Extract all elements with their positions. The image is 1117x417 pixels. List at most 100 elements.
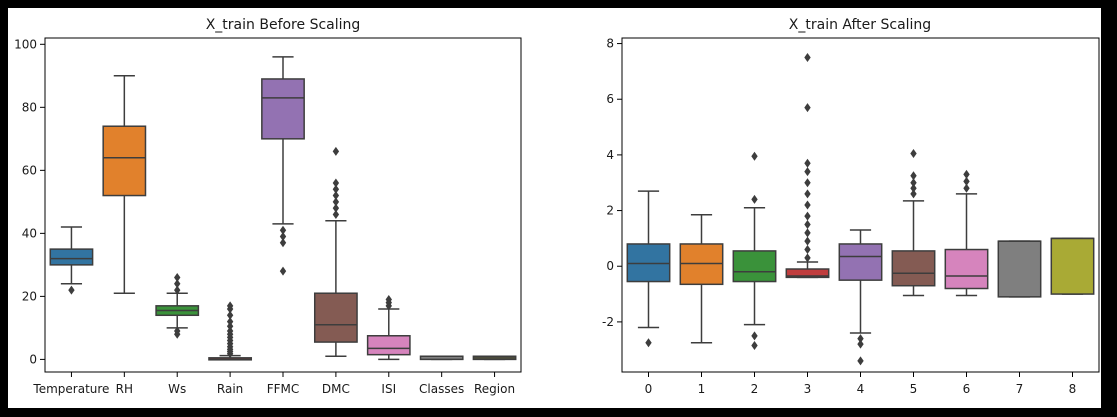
outlier-point (332, 146, 340, 156)
outlier-point (68, 285, 75, 295)
y-tick-label: 0 (606, 259, 614, 273)
outlier-point (332, 191, 340, 201)
outlier-point (804, 178, 811, 188)
box-2 (732, 151, 777, 351)
outlier-point (804, 200, 811, 210)
box-ISI (366, 295, 411, 361)
box-body (49, 248, 94, 266)
chart-before-scaling: X_train Before Scaling 0 20 40 60 80 100 Tempe… (14, 17, 522, 396)
box-8 (1050, 237, 1095, 295)
box-Classes (419, 355, 464, 361)
outlier-point (332, 184, 340, 194)
outlier-point (963, 176, 970, 186)
outlier-point (332, 203, 340, 213)
outlier-point (226, 301, 234, 311)
outlier-point (751, 194, 758, 204)
outlier-point (804, 253, 811, 263)
outlier-point (226, 310, 234, 320)
y-tick-label: 4 (606, 148, 614, 162)
outlier-point (332, 178, 340, 188)
box-FFMC (261, 56, 305, 276)
y-tick-label: 8 (606, 37, 614, 51)
y-tick-label: 2 (606, 204, 614, 218)
box-body (732, 250, 777, 283)
y-tick-label: 100 (14, 37, 37, 51)
outlier-point (279, 232, 287, 242)
outlier-point (857, 356, 864, 366)
outlier-point (279, 238, 287, 248)
x-tick-label: DMC (322, 382, 350, 396)
x-tick-label: RH (116, 382, 133, 396)
x-tick-label: 0 (645, 382, 653, 396)
x-tick-label: Ws (168, 382, 186, 396)
outlier-point (910, 178, 917, 188)
outlier-point (910, 189, 917, 199)
y-tick-label: 60 (22, 163, 37, 177)
x-tick-label: 4 (857, 382, 865, 396)
outlier-point (804, 158, 811, 168)
outlier-point (332, 197, 340, 207)
box-body (1050, 237, 1095, 295)
outlier-point (804, 219, 811, 229)
outlier-point (804, 245, 811, 255)
x-tick-label: 6 (963, 382, 971, 396)
y-tick-label: 80 (22, 100, 37, 114)
outlier-point (332, 209, 340, 219)
x-tick-label: FFMC (267, 382, 300, 396)
box-RH (102, 75, 147, 294)
outlier-point (385, 295, 392, 305)
x-tick-label: 3 (804, 382, 812, 396)
outlier-point (910, 149, 917, 159)
x-tick-label: 2 (751, 382, 759, 396)
box-5 (891, 149, 936, 297)
plot-area-frame (44, 37, 522, 373)
chart-after-scaling: X_train After Scaling -2 0 2 4 6 8 0 1 2 3 4 5 6 7 8 (602, 17, 1100, 396)
outlier-point (174, 326, 181, 336)
x-tick-label: Rain (217, 382, 243, 396)
y-tick-label: 40 (22, 226, 37, 240)
outlier-point (804, 52, 811, 62)
outlier-point (857, 339, 864, 349)
x-tick-label: 8 (1069, 382, 1077, 396)
box-1 (679, 213, 724, 344)
box-3 (785, 52, 830, 279)
outlier-point (910, 183, 917, 193)
outlier-point (963, 169, 970, 179)
box-DMC (313, 146, 358, 357)
outlier-point (226, 317, 234, 327)
outlier-point (279, 225, 287, 235)
x-tick-label: Classes (419, 382, 464, 396)
box-body (997, 240, 1042, 298)
outlier-point (645, 338, 652, 348)
outlier-point (226, 321, 234, 331)
outlier-point (804, 189, 811, 199)
outlier-point (174, 272, 181, 282)
box-Temperature (49, 226, 94, 295)
outlier-point (804, 167, 811, 177)
outlier-point (804, 103, 811, 113)
outlier-point (279, 266, 287, 276)
box-7 (997, 240, 1042, 298)
y-tick-label: 6 (606, 92, 614, 106)
box-body (261, 78, 305, 140)
chart-title: X_train Before Scaling (206, 17, 361, 33)
y-tick-label: 20 (22, 289, 37, 303)
x-tick-label: 7 (1016, 382, 1024, 396)
outlier-point (804, 228, 811, 238)
box-Ws (155, 272, 200, 339)
outlier-point (174, 285, 181, 295)
box-body (944, 248, 989, 290)
box-4 (838, 229, 883, 366)
figure-canvas: X_train Before Scaling 020406080100Tempe… (14, 17, 1100, 396)
y-tick-label: 0 (29, 352, 37, 366)
chart-title: X_train After Scaling (789, 17, 931, 33)
outlier-point (804, 236, 811, 246)
outlier-point (910, 171, 917, 181)
x-tick-label: Region (474, 382, 515, 396)
outlier-point (226, 326, 234, 336)
outlier-point (751, 331, 758, 341)
outlier-point (751, 151, 758, 161)
box-0 (626, 190, 671, 348)
box-body (102, 125, 147, 197)
x-tick-label: 5 (910, 382, 918, 396)
